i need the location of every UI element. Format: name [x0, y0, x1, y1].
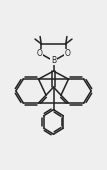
Text: B: B [51, 56, 56, 65]
Text: O: O [37, 49, 43, 58]
Text: O: O [64, 49, 70, 58]
